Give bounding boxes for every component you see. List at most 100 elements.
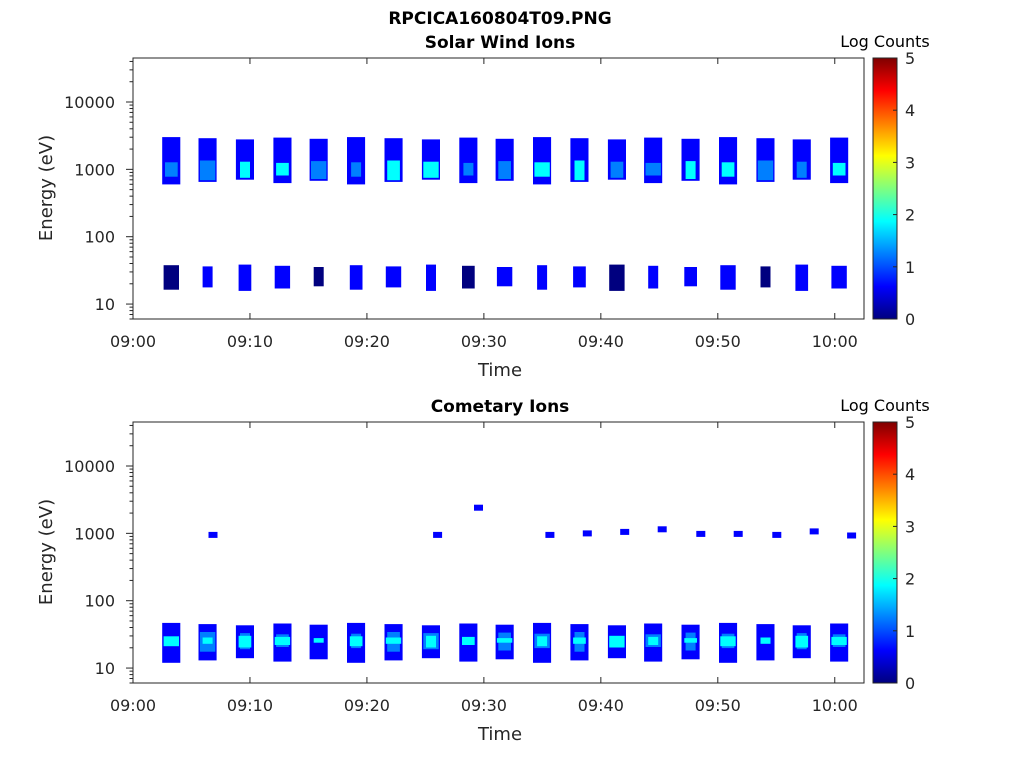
data-cell (238, 264, 252, 291)
data-cell (349, 265, 363, 290)
sweep (792, 625, 811, 659)
sweep (309, 624, 328, 660)
colorbar-tick-label: 0 (905, 674, 915, 693)
data-cell (645, 162, 661, 176)
sweep (570, 138, 589, 288)
sweep (235, 139, 254, 291)
colorbar-tick-label: 1 (905, 258, 915, 277)
sweep (681, 138, 700, 287)
sweep (719, 622, 738, 663)
data-cell (795, 635, 809, 648)
data-cell (462, 265, 475, 289)
x-tick-label: 09:30 (461, 696, 507, 715)
data-cell (349, 636, 363, 647)
data-cell (498, 161, 511, 179)
colorbar-scale (872, 57, 898, 320)
data-point (696, 530, 706, 537)
data-cell (533, 137, 552, 185)
sweep (235, 625, 254, 659)
x-axis-solar-wind: 09:00 09:10 09:20 09:30 09:40 09:50 10:00 (110, 58, 858, 351)
data-cell (684, 267, 697, 287)
data-cell (387, 160, 400, 181)
data-point (620, 528, 630, 535)
colorbar-tick-label: 0 (905, 310, 915, 329)
panel-cometary: Cometary Ions Log Counts 09:00 09:10 09:20… (36, 396, 930, 745)
sweep (198, 624, 217, 661)
colorbar-tick-label: 3 (905, 517, 915, 536)
sweep (607, 139, 626, 291)
data-point (582, 530, 592, 537)
data-cell (385, 266, 402, 288)
data-cell (199, 160, 216, 181)
data-cell (165, 162, 178, 177)
sweep (459, 623, 478, 662)
sweep (607, 625, 626, 659)
colorbar-tick-label: 2 (905, 570, 915, 589)
data-cell (276, 162, 289, 176)
colorbar-scale (872, 421, 898, 684)
panel-title: Cometary Ions (431, 397, 570, 417)
colorbar-tick-label: 4 (905, 101, 915, 120)
data-cell (685, 161, 696, 179)
sweep (570, 624, 589, 661)
y-axis-label: Energy (eV) (36, 135, 57, 241)
data-cell (274, 265, 291, 289)
plot-area-cometary (132, 421, 865, 684)
sweep (830, 623, 849, 662)
x-tick-label: 09:10 (227, 332, 273, 351)
x-axis-label: Time (477, 724, 522, 745)
y-tick-label: 100 (84, 228, 115, 247)
sweep (756, 138, 775, 288)
data-cell (537, 265, 548, 290)
figure-title: RPCICA160804T09.PNG (388, 9, 611, 29)
data-cell (830, 137, 849, 184)
y-axis-solar-wind: 10 100 1000 10000 (64, 60, 133, 320)
data-cell (274, 636, 291, 645)
data-cell (202, 266, 213, 288)
sweep (384, 624, 403, 661)
data-cell (238, 635, 252, 648)
data-cell (573, 637, 586, 644)
colorbar-tick-label: 3 (905, 153, 915, 172)
sweep (756, 624, 775, 661)
data-cell (719, 137, 738, 185)
x-tick-label: 09:40 (578, 332, 624, 351)
sweep (347, 622, 366, 663)
y-tick-label: 10 (95, 659, 115, 678)
data-cell (720, 636, 736, 647)
y-tick-label: 10 (95, 295, 115, 314)
data-cell (609, 635, 625, 648)
data-cell (462, 636, 475, 645)
colorbar-label: Log Counts (840, 32, 930, 51)
data-point (847, 532, 857, 539)
data-cell (163, 636, 179, 647)
colorbar-cometary: 0 1 2 3 4 5 (872, 413, 915, 693)
data-cell (757, 160, 774, 181)
panel-solar-wind: Solar Wind Ions Log Counts 09:00 09:10 09:… (36, 32, 930, 381)
sweep (347, 137, 366, 290)
panel-title: Solar Wind Ions (425, 33, 576, 53)
colorbar-tick-label: 2 (905, 206, 915, 225)
data-cell (385, 637, 402, 644)
data-cell (831, 636, 847, 645)
sweep (681, 624, 700, 660)
data-cell (795, 264, 809, 291)
x-tick-label: 10:00 (812, 696, 858, 715)
data-cell (351, 162, 362, 177)
data-cell (313, 638, 324, 643)
x-tick-label: 09:40 (578, 696, 624, 715)
data-cell (162, 137, 181, 185)
x-tick-label: 09:00 (110, 332, 156, 351)
sweep (495, 138, 514, 287)
data-point (208, 531, 218, 538)
y-tick-label: 10000 (64, 93, 115, 112)
data-point (809, 528, 819, 535)
sweep (162, 137, 181, 290)
data-point (733, 530, 743, 537)
sweep (644, 137, 663, 289)
data-cell (313, 267, 324, 287)
data-cell (720, 265, 736, 290)
data-cell (574, 160, 585, 181)
sweep (533, 137, 552, 290)
y-tick-label: 1000 (74, 524, 115, 543)
